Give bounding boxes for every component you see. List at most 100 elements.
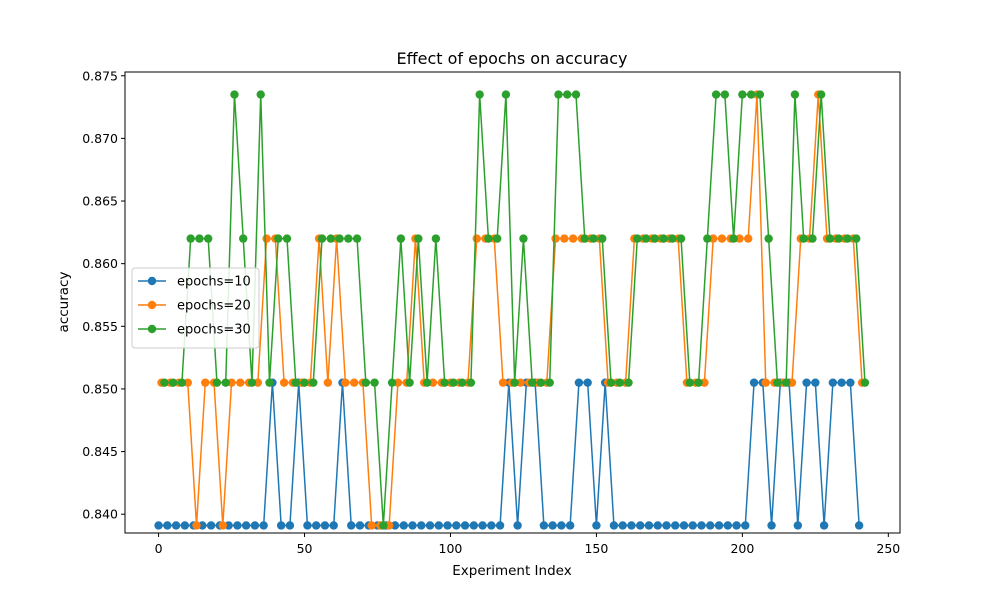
data-point bbox=[203, 234, 213, 243]
data-point bbox=[609, 521, 619, 530]
data-point bbox=[341, 378, 350, 387]
legend-item: epochs=10 bbox=[138, 275, 251, 290]
data-point bbox=[344, 234, 353, 243]
data-point bbox=[571, 90, 581, 99]
data-point bbox=[347, 521, 356, 530]
data-point bbox=[484, 234, 493, 243]
data-point bbox=[694, 378, 703, 387]
legend-marker bbox=[147, 276, 157, 286]
data-point bbox=[329, 521, 338, 530]
legend-label: epochs=30 bbox=[177, 323, 251, 338]
data-point bbox=[440, 378, 449, 387]
data-point bbox=[393, 378, 403, 387]
data-point bbox=[808, 234, 817, 243]
data-point bbox=[198, 521, 207, 530]
data-point bbox=[428, 378, 438, 387]
data-point bbox=[781, 378, 791, 387]
data-point bbox=[405, 378, 414, 387]
data-point bbox=[276, 521, 286, 530]
data-point bbox=[300, 378, 309, 387]
data-point bbox=[860, 378, 870, 387]
data-point bbox=[227, 378, 236, 387]
data-point bbox=[218, 521, 227, 530]
data-point bbox=[475, 90, 484, 99]
data-point bbox=[744, 234, 753, 243]
data-point bbox=[717, 234, 727, 243]
data-point bbox=[349, 378, 359, 387]
data-point bbox=[160, 378, 169, 387]
data-point bbox=[221, 378, 230, 387]
data-point bbox=[516, 378, 525, 387]
data-point bbox=[711, 90, 721, 99]
data-point bbox=[615, 378, 624, 387]
data-point bbox=[168, 378, 178, 387]
x-tick-label: 50 bbox=[297, 541, 313, 556]
data-point bbox=[668, 234, 677, 243]
data-point bbox=[487, 521, 496, 530]
legend-label: epochs=10 bbox=[177, 275, 251, 290]
y-axis: 0.840 0.845 0.850 0.855 0.860 0.865 0.870 0.875 bbox=[82, 68, 125, 522]
data-point bbox=[650, 234, 659, 243]
data-point bbox=[574, 378, 584, 387]
data-point bbox=[551, 234, 560, 243]
data-point bbox=[761, 378, 770, 387]
data-point bbox=[554, 90, 563, 99]
data-point bbox=[723, 521, 732, 530]
data-point bbox=[247, 378, 257, 387]
data-point bbox=[492, 234, 502, 243]
data-point bbox=[434, 521, 443, 530]
x-tick-label: 250 bbox=[876, 541, 900, 556]
data-point bbox=[449, 378, 458, 387]
data-point bbox=[746, 90, 756, 99]
data-point bbox=[790, 90, 800, 99]
data-point bbox=[528, 378, 537, 387]
data-point bbox=[379, 521, 388, 530]
data-point bbox=[265, 378, 274, 387]
data-point bbox=[396, 234, 406, 243]
data-point bbox=[212, 378, 222, 387]
y-tick-label: 0.870 bbox=[82, 131, 118, 146]
data-point bbox=[274, 234, 283, 243]
legend: epochs=10 epochs=20 epochs=30 bbox=[131, 267, 260, 349]
data-point bbox=[735, 234, 744, 243]
data-point bbox=[370, 378, 379, 387]
data-point bbox=[425, 521, 435, 530]
data-point bbox=[816, 90, 826, 99]
data-point bbox=[773, 378, 782, 387]
data-point bbox=[659, 234, 668, 243]
data-point bbox=[755, 90, 765, 99]
data-point bbox=[183, 378, 192, 387]
data-point bbox=[230, 90, 239, 99]
series-layer bbox=[154, 90, 870, 530]
data-point bbox=[335, 234, 344, 243]
data-point bbox=[563, 90, 572, 99]
y-tick-label: 0.875 bbox=[82, 68, 118, 83]
chart-title: Effect of epochs on accuracy bbox=[397, 49, 628, 68]
data-point bbox=[256, 90, 265, 99]
data-point bbox=[536, 378, 546, 387]
data-point bbox=[312, 521, 321, 530]
series-3 bbox=[160, 90, 870, 530]
data-point bbox=[431, 234, 441, 243]
data-point bbox=[592, 521, 601, 530]
x-tick-label: 100 bbox=[439, 541, 463, 556]
data-point bbox=[320, 521, 330, 530]
plot-area-frame bbox=[124, 71, 901, 534]
data-point bbox=[466, 378, 476, 387]
legend-item: epochs=30 bbox=[138, 323, 251, 338]
data-point bbox=[501, 90, 511, 99]
data-point bbox=[192, 521, 201, 530]
data-point bbox=[279, 378, 289, 387]
legend-marker bbox=[147, 300, 157, 310]
data-point bbox=[799, 234, 808, 243]
data-point bbox=[177, 378, 187, 387]
data-point bbox=[589, 234, 598, 243]
data-point bbox=[163, 521, 172, 530]
x-axis: 0 50 100 150 200 250 bbox=[155, 533, 900, 556]
data-point bbox=[460, 521, 470, 530]
data-point bbox=[580, 234, 589, 243]
data-point bbox=[846, 378, 855, 387]
y-tick-label: 0.860 bbox=[82, 256, 118, 271]
y-tick-label: 0.855 bbox=[82, 319, 118, 334]
data-point bbox=[706, 521, 715, 530]
